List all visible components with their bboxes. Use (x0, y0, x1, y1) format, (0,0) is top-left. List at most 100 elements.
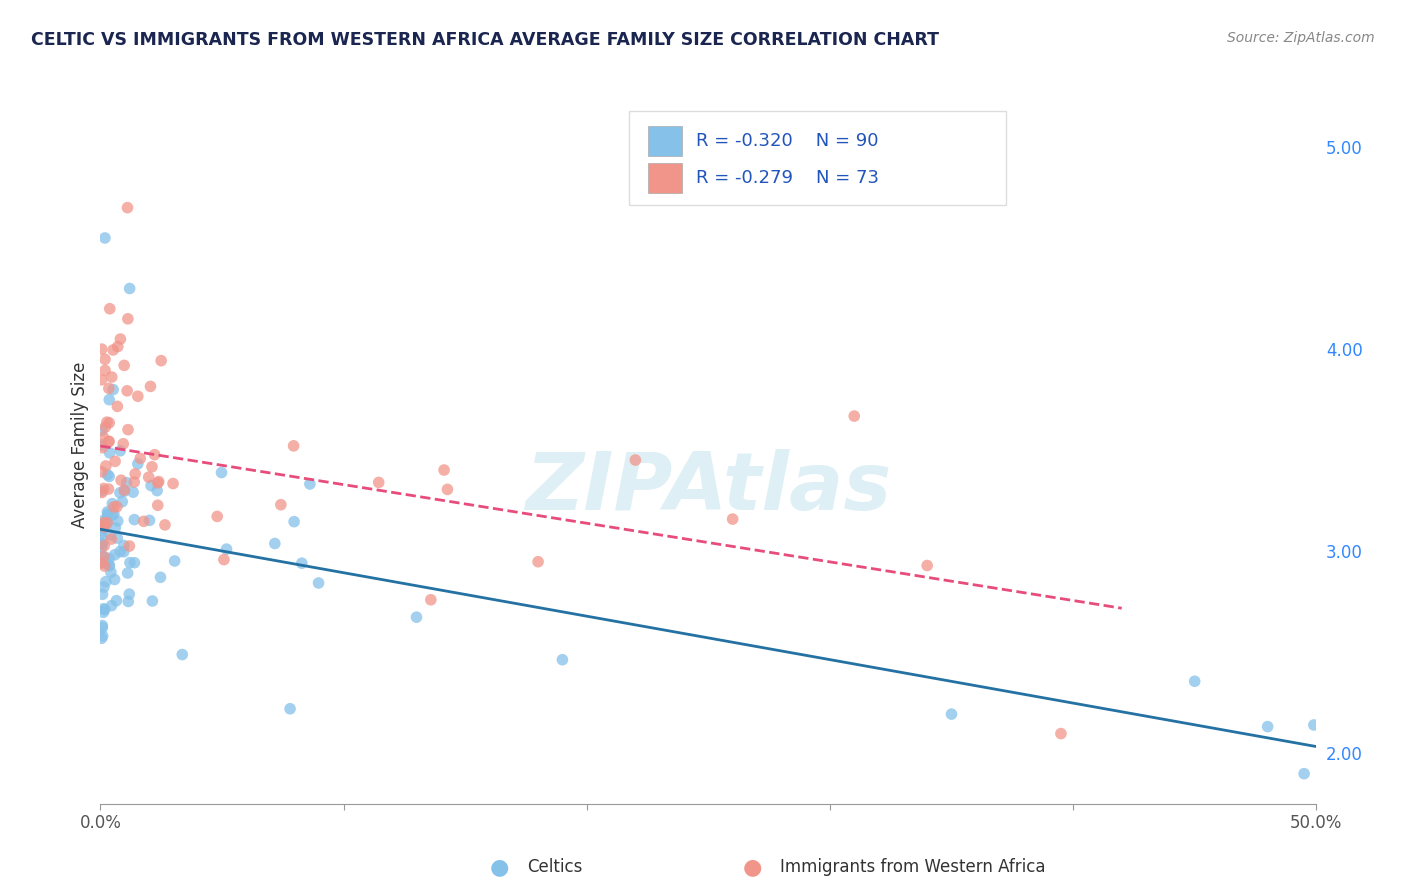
Point (96, 415, 118, 429)
Point (93, 549, 115, 564)
Point (103, 500, 125, 514)
Point (90, 485, 112, 500)
Point (90, 465, 112, 479)
Point (93, 520, 115, 534)
Point (93, 601, 115, 615)
Point (105, 500, 128, 514)
Y-axis label: Average Family Size: Average Family Size (72, 362, 89, 528)
Text: Celtics: Celtics (527, 858, 582, 876)
Point (278, 702, 301, 716)
Point (103, 507, 125, 521)
Point (96, 516, 118, 530)
Point (624, 453, 647, 467)
Point (433, 463, 456, 477)
Point (283, 439, 305, 453)
Point (721, 512, 744, 526)
Point (101, 383, 124, 397)
Point (93, 516, 115, 530)
Point (104, 548, 127, 562)
Point (117, 311, 139, 326)
Point (215, 542, 238, 557)
Point (149, 570, 172, 584)
Point (112, 359, 135, 373)
Text: CELTIC VS IMMIGRANTS FROM WESTERN AFRICA AVERAGE FAMILY SIZE CORRELATION CHART: CELTIC VS IMMIGRANTS FROM WESTERN AFRICA… (31, 31, 939, 49)
Bar (648, 126, 682, 156)
Point (94, 602, 117, 616)
Point (153, 517, 176, 532)
Point (94, 352, 117, 367)
Point (90, 531, 112, 545)
Point (100, 532, 122, 546)
Point (122, 475, 145, 489)
Point (308, 576, 330, 591)
Point (93, 521, 115, 535)
Point (96, 505, 118, 519)
Point (112, 484, 135, 499)
Point (93, 549, 115, 564)
Point (104, 521, 127, 535)
Point (162, 476, 184, 491)
Point (138, 470, 160, 484)
Point (96, 555, 118, 569)
Point (117, 566, 139, 580)
Point (104, 454, 127, 468)
Point (90, 556, 112, 570)
Point (1257, 720, 1279, 734)
Point (941, 707, 963, 722)
Point (98, 392, 121, 407)
Bar (630, 112, 1007, 205)
Point (91, 621, 114, 635)
Text: ●: ● (489, 857, 509, 877)
Point (97, 381, 120, 395)
Point (117, 201, 139, 215)
Point (100, 566, 122, 580)
Point (93, 539, 115, 553)
Point (108, 485, 131, 500)
Point (91, 605, 114, 619)
Point (97, 508, 120, 523)
Point (112, 545, 135, 559)
Point (150, 353, 173, 368)
Point (97, 434, 120, 449)
Point (101, 370, 124, 384)
Point (212, 552, 235, 566)
Point (91, 423, 114, 437)
Point (94, 574, 117, 589)
Text: ●: ● (742, 857, 762, 877)
Point (98, 446, 121, 460)
Text: Source: ZipAtlas.com: Source: ZipAtlas.com (1227, 31, 1375, 45)
Point (94, 420, 117, 434)
Point (110, 443, 132, 458)
Point (298, 477, 321, 491)
Point (291, 556, 314, 570)
Point (91, 629, 114, 643)
Point (90, 540, 112, 554)
Point (143, 448, 166, 462)
Point (91, 537, 114, 551)
Point (1184, 674, 1206, 689)
Point (90, 483, 112, 498)
Point (117, 423, 139, 437)
Point (141, 459, 163, 474)
Point (101, 497, 124, 511)
Point (94, 458, 117, 473)
Point (98, 469, 121, 483)
Point (112, 437, 135, 451)
Point (146, 498, 169, 512)
Point (211, 466, 233, 480)
Point (93, 482, 115, 496)
Point (270, 498, 292, 512)
Point (283, 515, 305, 529)
Point (90, 342, 112, 356)
Point (115, 475, 138, 490)
Point (129, 451, 152, 466)
Point (90, 549, 112, 564)
Point (146, 483, 169, 498)
Point (124, 556, 146, 570)
Point (111, 494, 134, 508)
Point (127, 389, 149, 403)
Text: R = -0.279    N = 73: R = -0.279 N = 73 (696, 169, 879, 187)
Point (107, 339, 129, 353)
Point (91, 537, 114, 551)
Point (172, 648, 194, 662)
